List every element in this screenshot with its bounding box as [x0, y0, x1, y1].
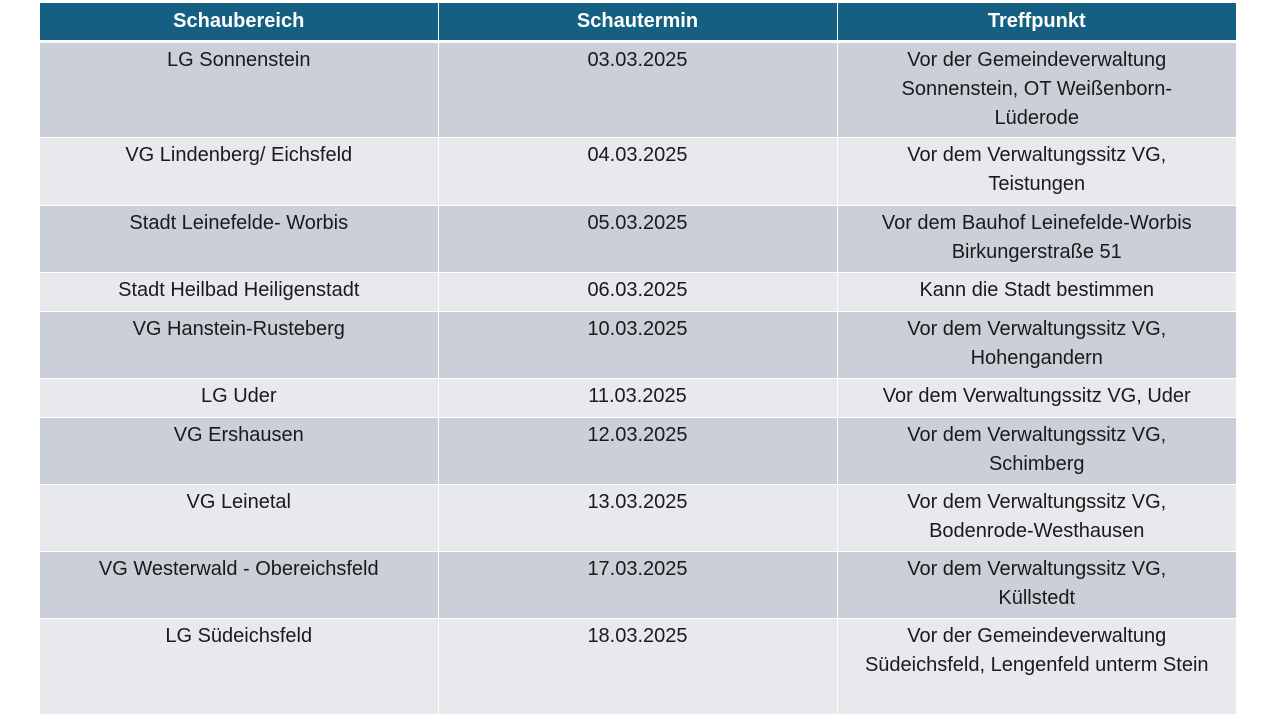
cell-schaubereich: VG Leinetal: [40, 484, 439, 552]
header-schaubereich: Schaubereich: [40, 3, 439, 43]
cell-treffpunkt: Vor dem Verwaltungssitz VG, Teistungen: [837, 137, 1236, 206]
table-row: Stadt Heilbad Heiligenstadt 06.03.2025 K…: [40, 272, 1236, 312]
cell-schaubereich: LG Südeichsfeld: [40, 618, 439, 715]
table-row: LG Uder 11.03.2025 Vor dem Verwaltungssi…: [40, 378, 1236, 418]
cell-treffpunkt: Vor dem Bauhof Leinefelde-Worbis Birkung…: [837, 205, 1236, 273]
cell-schautermin: 13.03.2025: [438, 484, 838, 552]
cell-schautermin: 17.03.2025: [438, 551, 838, 619]
cell-schaubereich: LG Uder: [40, 378, 439, 418]
cell-treffpunkt: Vor dem Verwaltungssitz VG, Hohengandern: [837, 311, 1236, 379]
cell-treffpunkt: Vor der Gemeindeverwaltung Südeichsfeld,…: [837, 618, 1236, 715]
table-row: Stadt Leinefelde- Worbis 05.03.2025 Vor …: [40, 205, 1236, 273]
cell-schautermin: 10.03.2025: [438, 311, 838, 379]
header-schautermin: Schautermin: [438, 3, 838, 43]
cell-treffpunkt: Vor dem Verwaltungssitz VG, Bodenrode-We…: [837, 484, 1236, 552]
cell-schaubereich: VG Hanstein-Rusteberg: [40, 311, 439, 379]
cell-schaubereich: VG Westerwald - Obereichsfeld: [40, 551, 439, 619]
table-row: VG Ershausen 12.03.2025 Vor dem Verwaltu…: [40, 417, 1236, 485]
cell-treffpunkt: Vor dem Verwaltungssitz VG, Uder: [837, 378, 1236, 418]
table-row: LG Südeichsfeld 18.03.2025 Vor der Gemei…: [40, 618, 1236, 715]
cell-treffpunkt: Kann die Stadt bestimmen: [837, 272, 1236, 312]
table-body: LG Sonnenstein 03.03.2025 Vor der Gemein…: [40, 41, 1236, 715]
cell-treffpunkt: Vor dem Verwaltungssitz VG, Schimberg: [837, 417, 1236, 485]
cell-schautermin: 18.03.2025: [438, 618, 838, 715]
cell-schaubereich: VG Lindenberg/ Eichsfeld: [40, 137, 439, 206]
table-row: LG Sonnenstein 03.03.2025 Vor der Gemein…: [40, 41, 1236, 138]
cell-treffpunkt: Vor der Gemeindeverwaltung Sonnenstein, …: [837, 41, 1236, 138]
cell-schautermin: 03.03.2025: [438, 41, 838, 138]
table-row: VG Leinetal 13.03.2025 Vor dem Verwaltun…: [40, 484, 1236, 552]
cell-schautermin: 06.03.2025: [438, 272, 838, 312]
schedule-table: Schaubereich Schautermin Treffpunkt LG S…: [40, 3, 1236, 715]
cell-schaubereich: LG Sonnenstein: [40, 41, 439, 138]
header-row: Schaubereich Schautermin Treffpunkt: [40, 3, 1236, 43]
cell-schautermin: 04.03.2025: [438, 137, 838, 206]
table-row: VG Westerwald - Obereichsfeld 17.03.2025…: [40, 551, 1236, 619]
table-header: Schaubereich Schautermin Treffpunkt: [40, 3, 1236, 43]
cell-treffpunkt: Vor dem Verwaltungssitz VG, Küllstedt: [837, 551, 1236, 619]
cell-schaubereich: Stadt Heilbad Heiligenstadt: [40, 272, 439, 312]
table-row: VG Hanstein-Rusteberg 10.03.2025 Vor dem…: [40, 311, 1236, 379]
cell-schautermin: 05.03.2025: [438, 205, 838, 273]
cell-schautermin: 11.03.2025: [438, 378, 838, 418]
cell-schautermin: 12.03.2025: [438, 417, 838, 485]
header-treffpunkt: Treffpunkt: [837, 3, 1236, 43]
table-row: VG Lindenberg/ Eichsfeld 04.03.2025 Vor …: [40, 137, 1236, 206]
cell-schaubereich: Stadt Leinefelde- Worbis: [40, 205, 439, 273]
cell-schaubereich: VG Ershausen: [40, 417, 439, 485]
